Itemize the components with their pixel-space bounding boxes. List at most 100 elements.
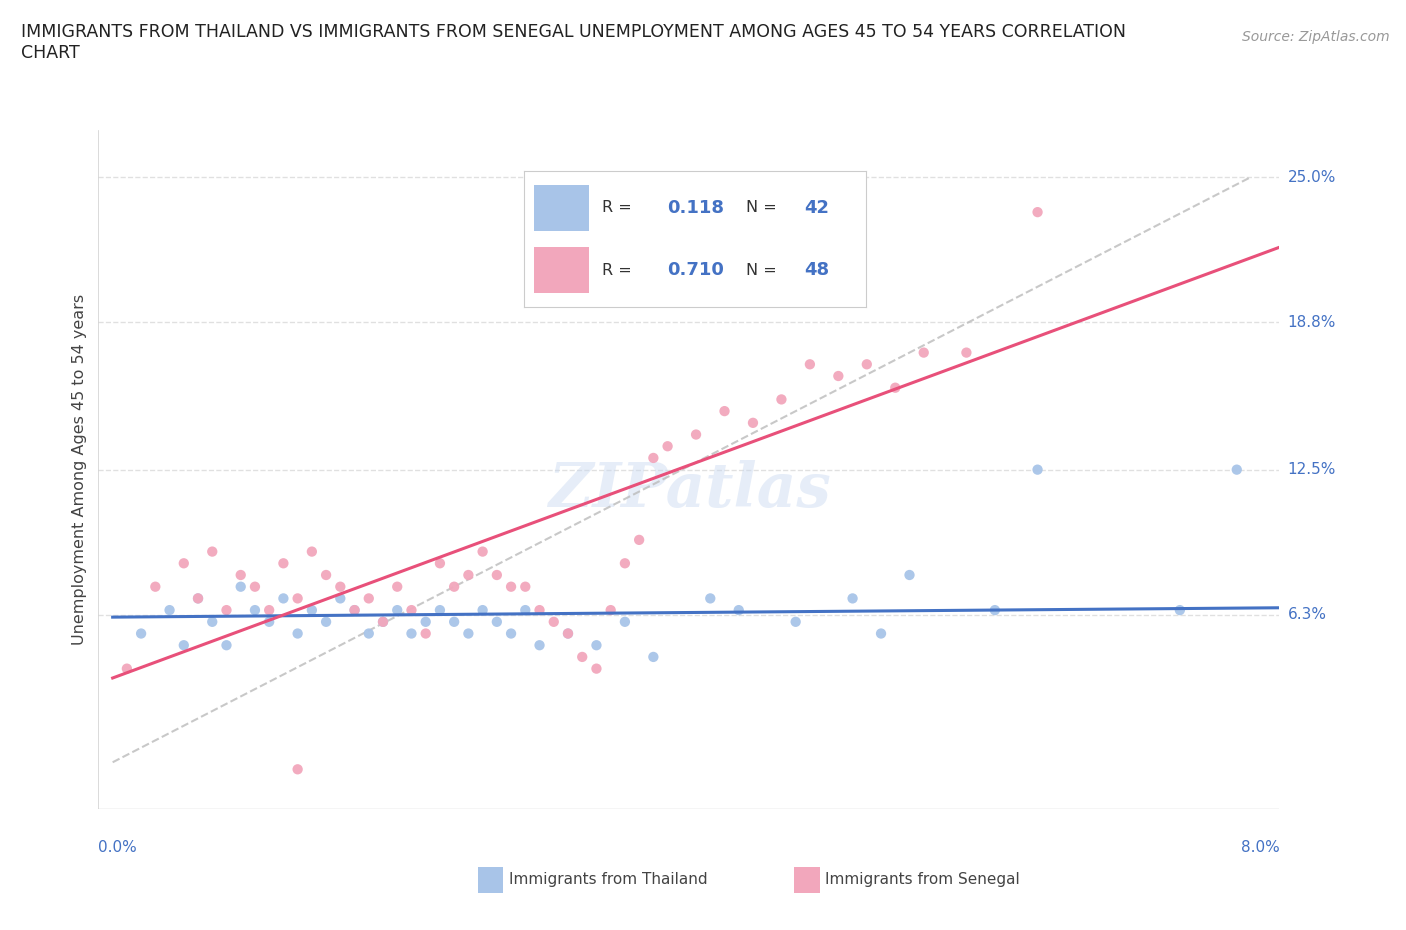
Point (243, 579, 266, 594)
Text: 12.5%: 12.5% (1288, 462, 1336, 477)
Text: 18.8%: 18.8% (1288, 314, 1336, 329)
Point (201, 544, 224, 559)
Point (129, 626, 152, 641)
Text: Immigrants from Thailand: Immigrants from Thailand (509, 872, 707, 887)
Point (287, 626, 309, 641)
Point (201, 615, 224, 630)
Point (243, 603, 266, 618)
Text: ZIPatlas: ZIPatlas (547, 460, 831, 520)
Point (529, 603, 551, 618)
Point (585, 661, 607, 676)
Point (884, 380, 907, 395)
Point (415, 626, 437, 641)
Point (571, 649, 593, 664)
Point (613, 556, 636, 571)
Point (287, 762, 309, 777)
Point (485, 615, 508, 630)
Point (387, 579, 409, 594)
Point (429, 603, 451, 618)
Point (457, 626, 479, 641)
Point (273, 556, 295, 571)
Point (401, 626, 423, 641)
Point (315, 615, 337, 630)
Point (429, 556, 451, 571)
Point (159, 603, 181, 618)
Point (357, 626, 380, 641)
Point (187, 591, 209, 605)
Point (657, 439, 679, 454)
Point (1168, 603, 1191, 618)
Point (799, 357, 821, 372)
Point (257, 615, 280, 630)
Point (742, 416, 765, 431)
Point (329, 591, 352, 605)
Point (713, 404, 735, 418)
Point (471, 603, 494, 618)
Point (856, 357, 879, 372)
Text: 25.0%: 25.0% (1288, 169, 1336, 184)
Point (515, 603, 537, 618)
Point (301, 544, 323, 559)
Point (699, 591, 721, 605)
Point (643, 649, 665, 664)
Point (371, 615, 394, 630)
Text: Source: ZipAtlas.com: Source: ZipAtlas.com (1241, 30, 1389, 44)
Point (1026, 462, 1049, 477)
Y-axis label: Unemployment Among Ages 45 to 54 years: Unemployment Among Ages 45 to 54 years (72, 294, 87, 645)
Point (557, 626, 579, 641)
Point (485, 567, 508, 582)
Point (785, 615, 807, 630)
Point (357, 591, 380, 605)
Point (215, 603, 238, 618)
Point (415, 615, 437, 630)
Point (628, 533, 651, 548)
Text: 8.0%: 8.0% (1240, 840, 1279, 855)
Point (585, 638, 607, 653)
Point (343, 603, 366, 618)
Point (443, 579, 465, 594)
Point (599, 603, 621, 618)
Point (643, 450, 665, 465)
Point (770, 392, 793, 406)
Point (827, 368, 849, 383)
Point (499, 579, 522, 594)
Point (287, 591, 309, 605)
Point (173, 556, 195, 571)
Point (301, 603, 323, 618)
Point (215, 638, 238, 653)
Point (173, 638, 195, 653)
Point (229, 567, 252, 582)
Point (187, 591, 209, 605)
Point (613, 615, 636, 630)
Point (529, 638, 551, 653)
Point (841, 591, 863, 605)
Point (401, 603, 423, 618)
Point (1226, 462, 1249, 477)
Point (457, 567, 479, 582)
Point (315, 567, 337, 582)
Point (443, 615, 465, 630)
Point (543, 615, 565, 630)
Text: IMMIGRANTS FROM THAILAND VS IMMIGRANTS FROM SENEGAL UNEMPLOYMENT AMONG AGES 45 T: IMMIGRANTS FROM THAILAND VS IMMIGRANTS F… (21, 23, 1126, 62)
Text: Immigrants from Senegal: Immigrants from Senegal (825, 872, 1021, 887)
Point (984, 603, 1007, 618)
Point (143, 579, 166, 594)
Point (371, 615, 394, 630)
Text: 6.3%: 6.3% (1288, 607, 1327, 622)
Point (955, 345, 977, 360)
Point (1026, 205, 1049, 219)
Point (727, 603, 749, 618)
Point (515, 579, 537, 594)
Point (387, 603, 409, 618)
Point (115, 661, 138, 676)
Text: 0.0%: 0.0% (98, 840, 138, 855)
Point (912, 345, 935, 360)
Point (257, 603, 280, 618)
Point (898, 567, 921, 582)
Point (229, 579, 252, 594)
Point (273, 591, 295, 605)
Point (557, 626, 579, 641)
Point (471, 544, 494, 559)
Point (870, 626, 893, 641)
Point (685, 427, 707, 442)
